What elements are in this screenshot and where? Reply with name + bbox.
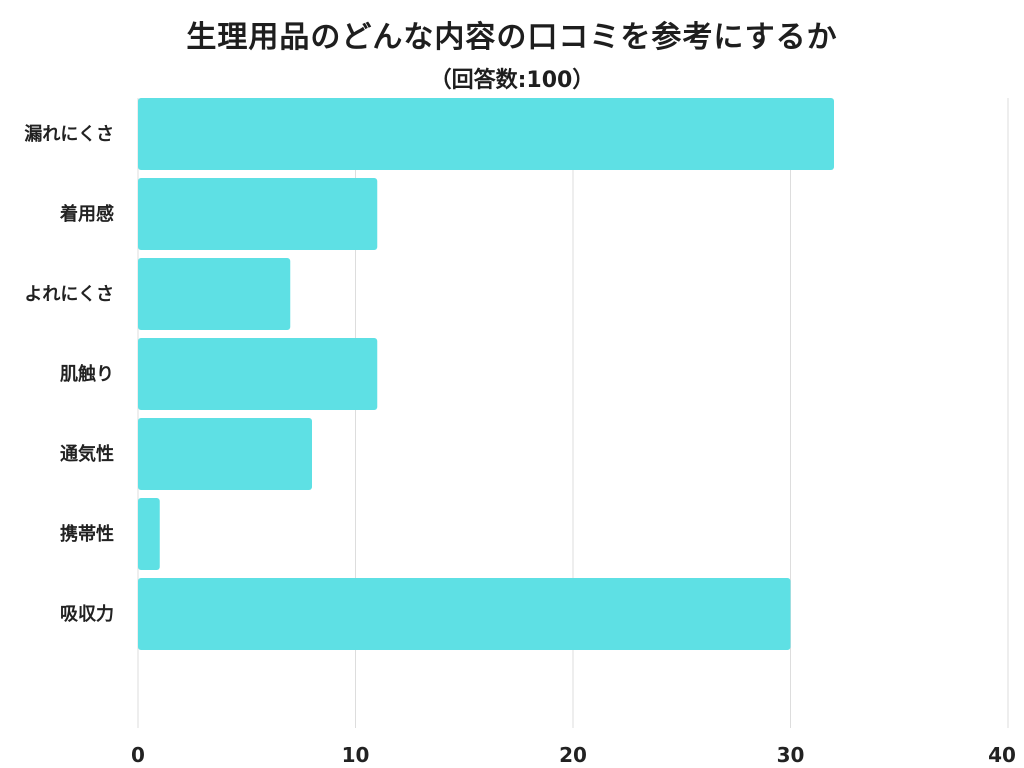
x-tick-label: 10 <box>342 743 370 767</box>
category-label: 漏れにくさ <box>24 124 114 145</box>
bar <box>138 178 378 250</box>
x-tick-label: 20 <box>559 743 587 767</box>
bar <box>138 498 160 570</box>
category-label: 通気性 <box>60 443 114 465</box>
x-tick-label: 30 <box>777 743 805 767</box>
category-label: 着用感 <box>59 203 114 225</box>
chart-title: 生理用品のどんな内容の口コミを参考にするか <box>186 20 838 55</box>
category-label: よれにくさ <box>24 284 114 305</box>
category-label: 携帯性 <box>60 523 114 545</box>
bar <box>138 418 312 490</box>
x-tick-label: 0 <box>131 743 145 767</box>
bar <box>138 258 291 330</box>
bar <box>138 98 834 170</box>
x-tick-label: 40 <box>988 743 1016 767</box>
bar <box>138 578 791 650</box>
x-tick-labels: 0 10 20 30 40 <box>131 743 1016 767</box>
bar <box>138 338 378 410</box>
chart-subtitle: （回答数:100） <box>429 68 595 93</box>
category-label: 肌触り <box>60 363 114 385</box>
bars <box>138 98 834 650</box>
category-label: 吸収力 <box>60 604 114 625</box>
